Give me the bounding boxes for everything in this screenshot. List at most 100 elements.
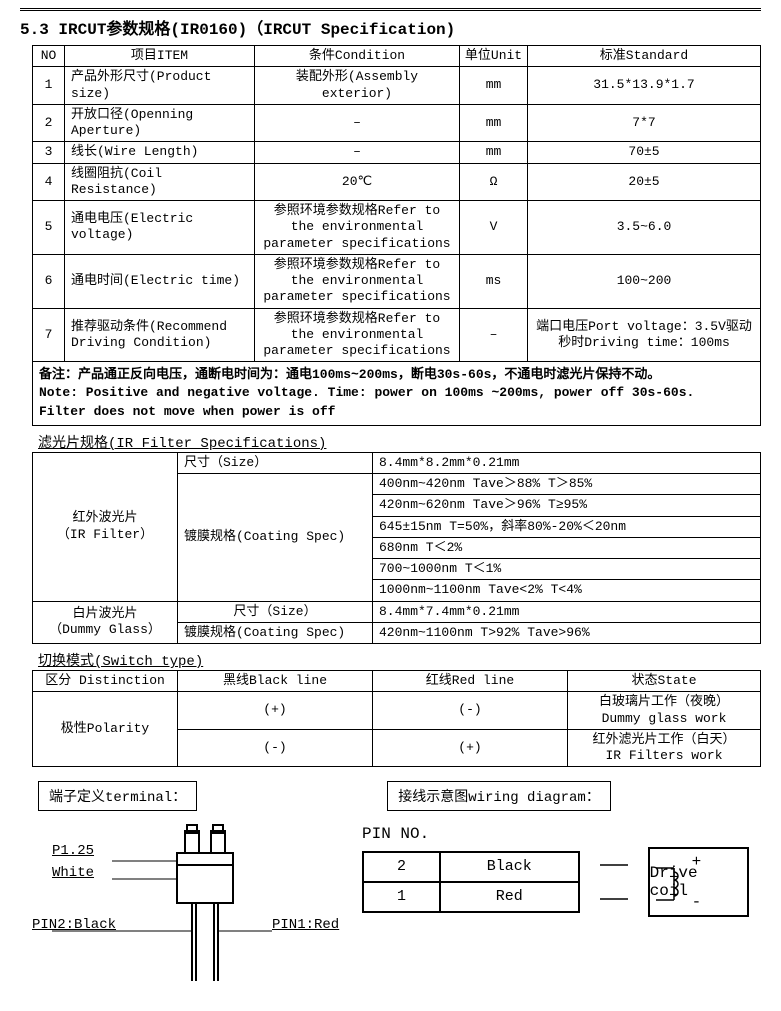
ir-coating-row: 700~1000nm T＜1% xyxy=(373,559,761,580)
table-row: 3线长(Wire Length)–mm70±5 xyxy=(33,142,761,163)
hdr-black: 黑线Black line xyxy=(178,671,373,692)
cell-unit: mm xyxy=(460,67,528,105)
cell-no: 6 xyxy=(33,254,65,308)
cell-std: 70±5 xyxy=(528,142,761,163)
spec-table: NO 项目ITEM 条件Condition 单位Unit 标准Standard … xyxy=(32,45,761,426)
cell-std: 端口电压Port voltage：3.5V驱动秒时Driving time：10… xyxy=(528,308,761,362)
plus-sign: + xyxy=(692,853,702,871)
size-label: 尺寸（Size） xyxy=(178,601,373,622)
cell-cond: 参照环境参数规格Refer to the environmental param… xyxy=(255,254,460,308)
cell-no: 4 xyxy=(33,163,65,201)
cell-cond: 装配外形(Assembly exterior) xyxy=(255,67,460,105)
hdr-cond: 条件Condition xyxy=(255,46,460,67)
cell-red: (-) xyxy=(373,692,568,730)
hdr-no: NO xyxy=(33,46,65,67)
pin-color: Black xyxy=(440,852,579,882)
cell-unit: ms xyxy=(460,254,528,308)
top-rule xyxy=(20,8,761,11)
pin2-label: PIN2:Black xyxy=(32,917,116,933)
hdr-unit: 单位Unit xyxy=(460,46,528,67)
switch-type-title: 切换模式(Switch type) xyxy=(38,650,761,670)
cell-no: 1 xyxy=(33,67,65,105)
cell-no: 5 xyxy=(33,201,65,255)
cell-std: 31.5*13.9*1.7 xyxy=(528,67,761,105)
cell-state: 白玻璃片工作（夜晚）Dummy glass work xyxy=(568,692,761,730)
hdr-distinction: 区分 Distinction xyxy=(33,671,178,692)
cell-item: 通电时间(Electric time) xyxy=(65,254,255,308)
cell-unit: V xyxy=(460,201,528,255)
cell-unit: mm xyxy=(460,104,528,142)
cell-item: 线长(Wire Length) xyxy=(65,142,255,163)
table-header-row: NO 项目ITEM 条件Condition 单位Unit 标准Standard xyxy=(33,46,761,67)
ir-size: 8.4mm*8.2mm*0.21mm xyxy=(373,452,761,473)
cell-unit: mm xyxy=(460,142,528,163)
note-text: 备注：产品通正反向电压，通断电时间为：通电100ms~200ms，断电30s-6… xyxy=(33,362,761,426)
wiring-label: 接线示意图wiring diagram： xyxy=(387,781,611,811)
pin-table: 2Black 1Red xyxy=(362,851,580,913)
coating-label: 镀膜规格(Coating Spec) xyxy=(178,474,373,602)
dummy-glass-label: 白片波光片（Dummy Glass） xyxy=(33,601,178,644)
table-row: 4线圈阻抗(Coil Resistance)20℃Ω20±5 xyxy=(33,163,761,201)
terminal-label: 端子定义terminal： xyxy=(38,781,197,811)
pin-num: 1 xyxy=(363,882,440,912)
cell-cond: 参照环境参数规格Refer to the environmental param… xyxy=(255,308,460,362)
hdr-std: 标准Standard xyxy=(528,46,761,67)
coil-icon xyxy=(656,854,716,914)
cell-cond: 参照环境参数规格Refer to the environmental param… xyxy=(255,201,460,255)
cell-no: 3 xyxy=(33,142,65,163)
cell-item: 线圈阻抗(Coil Resistance) xyxy=(65,163,255,201)
cell-cond: – xyxy=(255,104,460,142)
cell-unit: Ω xyxy=(460,163,528,201)
ir-coating-row: 400nm~420nm Tave＞88% T＞85% xyxy=(373,474,761,495)
pin-color: Red xyxy=(440,882,579,912)
drive-coil-box: + - Drive coil xyxy=(648,847,749,917)
p125-label: P1.25 xyxy=(52,843,94,859)
cell-cond: 20℃ xyxy=(255,163,460,201)
size-label: 尺寸（Size） xyxy=(178,452,373,473)
cell-std: 20±5 xyxy=(528,163,761,201)
polarity-label: 极性Polarity xyxy=(33,692,178,767)
cell-item: 通电电压(Electric voltage) xyxy=(65,201,255,255)
dummy-coating: 420nm~1100nm T>92% Tave>96% xyxy=(373,622,761,643)
cell-no: 7 xyxy=(33,308,65,362)
cell-black: (-) xyxy=(178,729,373,767)
cell-state: 红外滤光片工作（白天）IR Filters work xyxy=(568,729,761,767)
cell-item: 产品外形尺寸(Product size) xyxy=(65,67,255,105)
filter-spec-title: 滤光片规格(IR Filter Specifications) xyxy=(38,432,761,452)
cell-std: 3.5~6.0 xyxy=(528,201,761,255)
ir-coating-row: 680nm T＜2% xyxy=(373,537,761,558)
coating-label: 镀膜规格(Coating Spec) xyxy=(178,622,373,643)
ir-coating-row: 1000nm~1100nm Tave<2% T<4% xyxy=(373,580,761,601)
table-row: 1产品外形尺寸(Product size)装配外形(Assembly exter… xyxy=(33,67,761,105)
table-row: 5通电电压(Electric voltage)参照环境参数规格Refer to … xyxy=(33,201,761,255)
cell-no: 2 xyxy=(33,104,65,142)
cell-unit: – xyxy=(460,308,528,362)
cell-item: 推荐驱动条件(Recommend Driving Condition) xyxy=(65,308,255,362)
section-title: 5.3 IRCUT参数规格(IR0160)（IRCUT Specificatio… xyxy=(20,15,761,39)
table-row: 7推荐驱动条件(Recommend Driving Condition)参照环境… xyxy=(33,308,761,362)
ir-coating-row: 645±15nm T=50%，斜率80%-20%＜20nm xyxy=(373,516,761,537)
dummy-size: 8.4mm*7.4mm*0.21mm xyxy=(373,601,761,622)
pin-no-label: PIN NO. xyxy=(362,825,749,843)
cell-std: 7*7 xyxy=(528,104,761,142)
wire-icon xyxy=(600,847,628,917)
switch-table: 区分 Distinction 黑线Black line 红线Red line 状… xyxy=(32,670,761,767)
table-row: 6通电时间(Electric time)参照环境参数规格Refer to the… xyxy=(33,254,761,308)
cell-std: 100~200 xyxy=(528,254,761,308)
ir-coating-row: 420nm~620nm Tave＞96% T≥95% xyxy=(373,495,761,516)
minus-sign: - xyxy=(692,893,702,911)
filter-table: 红外波光片（IR Filter） 尺寸（Size） 8.4mm*8.2mm*0.… xyxy=(32,452,761,644)
pin1-label: PIN1:Red xyxy=(272,917,339,933)
ir-filter-label: 红外波光片（IR Filter） xyxy=(33,452,178,601)
white-label: White xyxy=(52,865,94,881)
hdr-state: 状态State xyxy=(568,671,761,692)
pin-num: 2 xyxy=(363,852,440,882)
wiring-diagram: PIN NO. 2Black 1Red xyxy=(362,821,749,917)
note-row: 备注：产品通正反向电压，通断电时间为：通电100ms~200ms，断电30s-6… xyxy=(33,362,761,426)
cell-red: (+) xyxy=(373,729,568,767)
table-row: 2开放口径(Openning Aperture)–mm7*7 xyxy=(33,104,761,142)
terminal-diagram: P1.25 White PIN2:Black PIN1:Red xyxy=(32,821,362,991)
cell-cond: – xyxy=(255,142,460,163)
hdr-red: 红线Red line xyxy=(373,671,568,692)
hdr-item: 项目ITEM xyxy=(65,46,255,67)
